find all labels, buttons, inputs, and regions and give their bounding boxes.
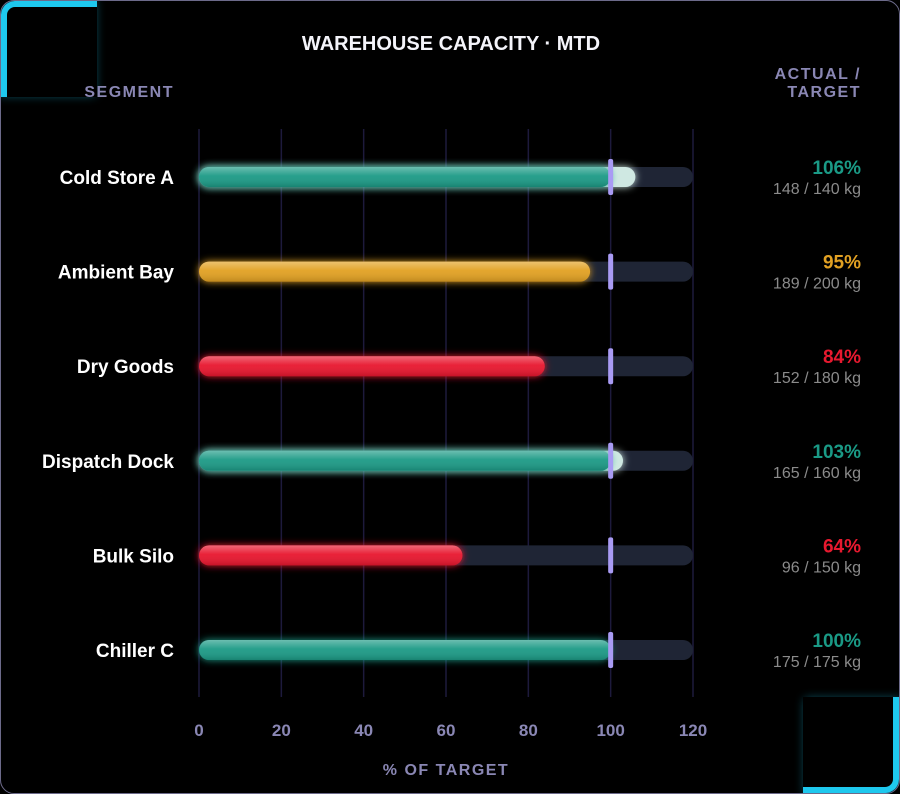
actual-target-label: 175 / 175 kg: [773, 654, 861, 671]
x-tick-label: 0: [194, 721, 203, 740]
x-axis-label: % OF TARGET: [383, 762, 509, 779]
percent-label: 103%: [812, 442, 861, 463]
bar-highlight: [199, 545, 463, 566]
actual-target-label: 152 / 180 kg: [773, 370, 861, 387]
bar-highlight: [199, 640, 611, 660]
actual-target-label: 96 / 150 kg: [782, 559, 861, 576]
corner-accent-top-left: [1, 1, 97, 97]
percent-label: 95%: [823, 253, 861, 274]
category-label: Dispatch Dock: [42, 452, 174, 473]
actual-target-label: 165 / 160 kg: [773, 465, 861, 482]
value-header-line2: TARGET: [787, 84, 861, 101]
percent-label: 100%: [812, 631, 861, 652]
percent-label: 64%: [823, 536, 861, 557]
corner-accent-bottom-right: [803, 697, 899, 793]
x-tick-label: 100: [596, 721, 624, 740]
chart-title: WAREHOUSE CAPACITY · MTD: [302, 33, 600, 55]
target-marker: [608, 632, 614, 668]
x-tick-label: 40: [354, 721, 373, 740]
category-label: Cold Store A: [60, 168, 175, 189]
gridlines: [198, 129, 694, 697]
bar-highlight: [199, 167, 611, 187]
bar-highlight: [199, 261, 591, 282]
category-label: Chiller C: [96, 641, 174, 662]
x-tick-label: 60: [437, 721, 456, 740]
x-axis-ticks: 0 20 40 60 80 100 120: [194, 721, 707, 740]
category-label: Bulk Silo: [93, 546, 174, 567]
target-marker: [608, 159, 614, 195]
bars: Cold Store A 106% 148 / 140 kg Ambient Bay 9…: [42, 158, 861, 671]
actual-target-label: 189 / 200 kg: [773, 276, 861, 293]
x-tick-label: 120: [679, 721, 707, 740]
percent-label: 106%: [812, 158, 861, 179]
category-label: Ambient Bay: [58, 263, 175, 284]
x-tick-label: 20: [272, 721, 291, 740]
actual-target-label: 148 / 140 kg: [773, 181, 861, 198]
x-tick-label: 80: [519, 721, 538, 740]
category-header: SEGMENT: [84, 84, 174, 101]
bar-highlight: [199, 450, 611, 471]
category-label: Dry Goods: [77, 357, 174, 378]
target-marker: [608, 442, 614, 479]
target-marker: [608, 253, 614, 290]
target-marker: [608, 348, 614, 385]
percent-label: 84%: [823, 347, 861, 368]
bar-highlight: [199, 356, 545, 377]
target-marker: [608, 537, 614, 574]
value-header-line1: ACTUAL /: [775, 66, 861, 83]
